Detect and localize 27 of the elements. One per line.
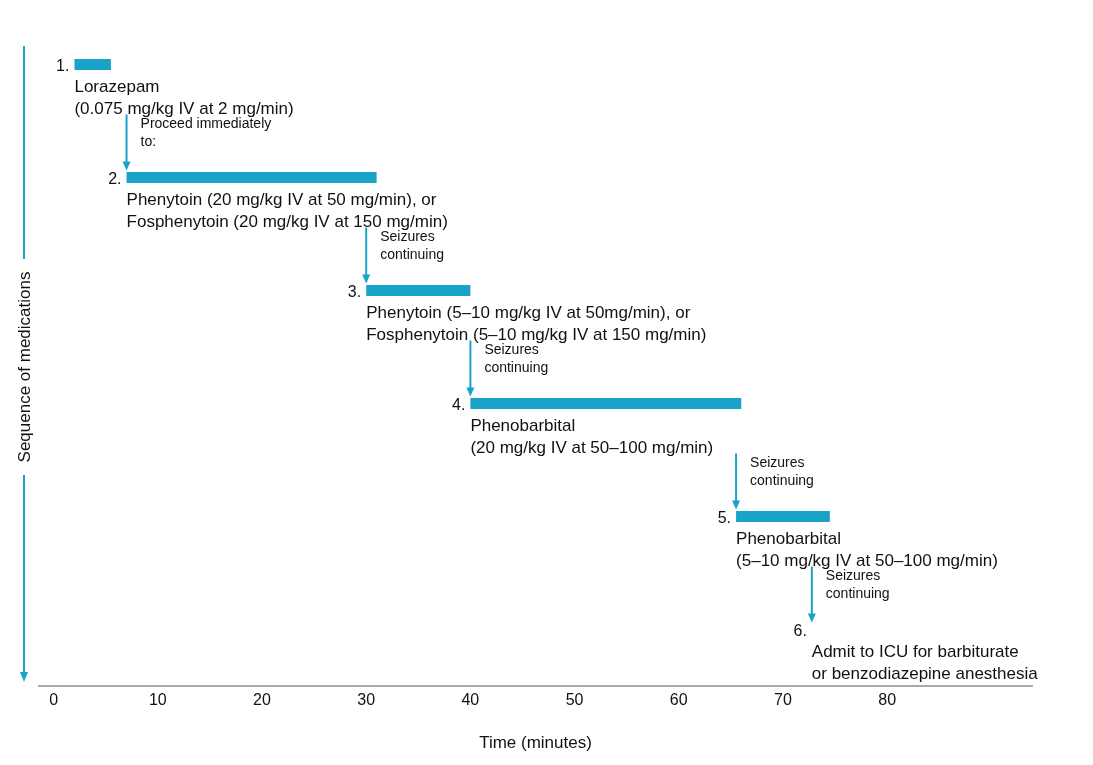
- x-tick-label: 10: [148, 691, 167, 709]
- annotation: Seizures continuing: [750, 453, 814, 488]
- annotation: 4.: [452, 395, 466, 413]
- x-tick-label: 60: [669, 691, 688, 709]
- x-tick-label: 70: [774, 691, 792, 709]
- x-axis-title: Time (minutes): [479, 733, 592, 752]
- x-tick-label: 0: [49, 691, 59, 709]
- x-tick-label: 20: [253, 691, 272, 709]
- bar: [126, 172, 377, 183]
- bar: [74, 59, 111, 70]
- annotation: 3.: [347, 282, 362, 300]
- annotation: Phenobarbital (20 mg/kg IV at 50–100 mg/min): [470, 415, 714, 457]
- text: Admit to ICU for barbiturate or benzodiazepine anesthesia: [811, 641, 1039, 683]
- text: 6.: [793, 621, 807, 639]
- y-axis-title: Sequence of medications: [15, 271, 34, 463]
- x-tick-label: 30: [357, 691, 376, 709]
- bar: [366, 285, 471, 296]
- annotation: 5.: [717, 508, 732, 526]
- annotation: Phenytoin (20 mg/kg IV at 50 mg/min), or Fosphenytoin (20 mg/kg IV at 150 mg/min): [126, 189, 448, 231]
- bar: [736, 511, 830, 522]
- annotation: Phenobarbital (5–10 mg/kg IV at 50–100 mg/min): [736, 528, 998, 570]
- x-tick-label: 40: [461, 691, 480, 709]
- x-tick-label: 80: [878, 691, 897, 709]
- bar: [470, 398, 742, 409]
- annotation: 1.: [56, 56, 70, 74]
- x-tick-label: 50: [565, 691, 584, 709]
- annotation: 2.: [108, 169, 122, 187]
